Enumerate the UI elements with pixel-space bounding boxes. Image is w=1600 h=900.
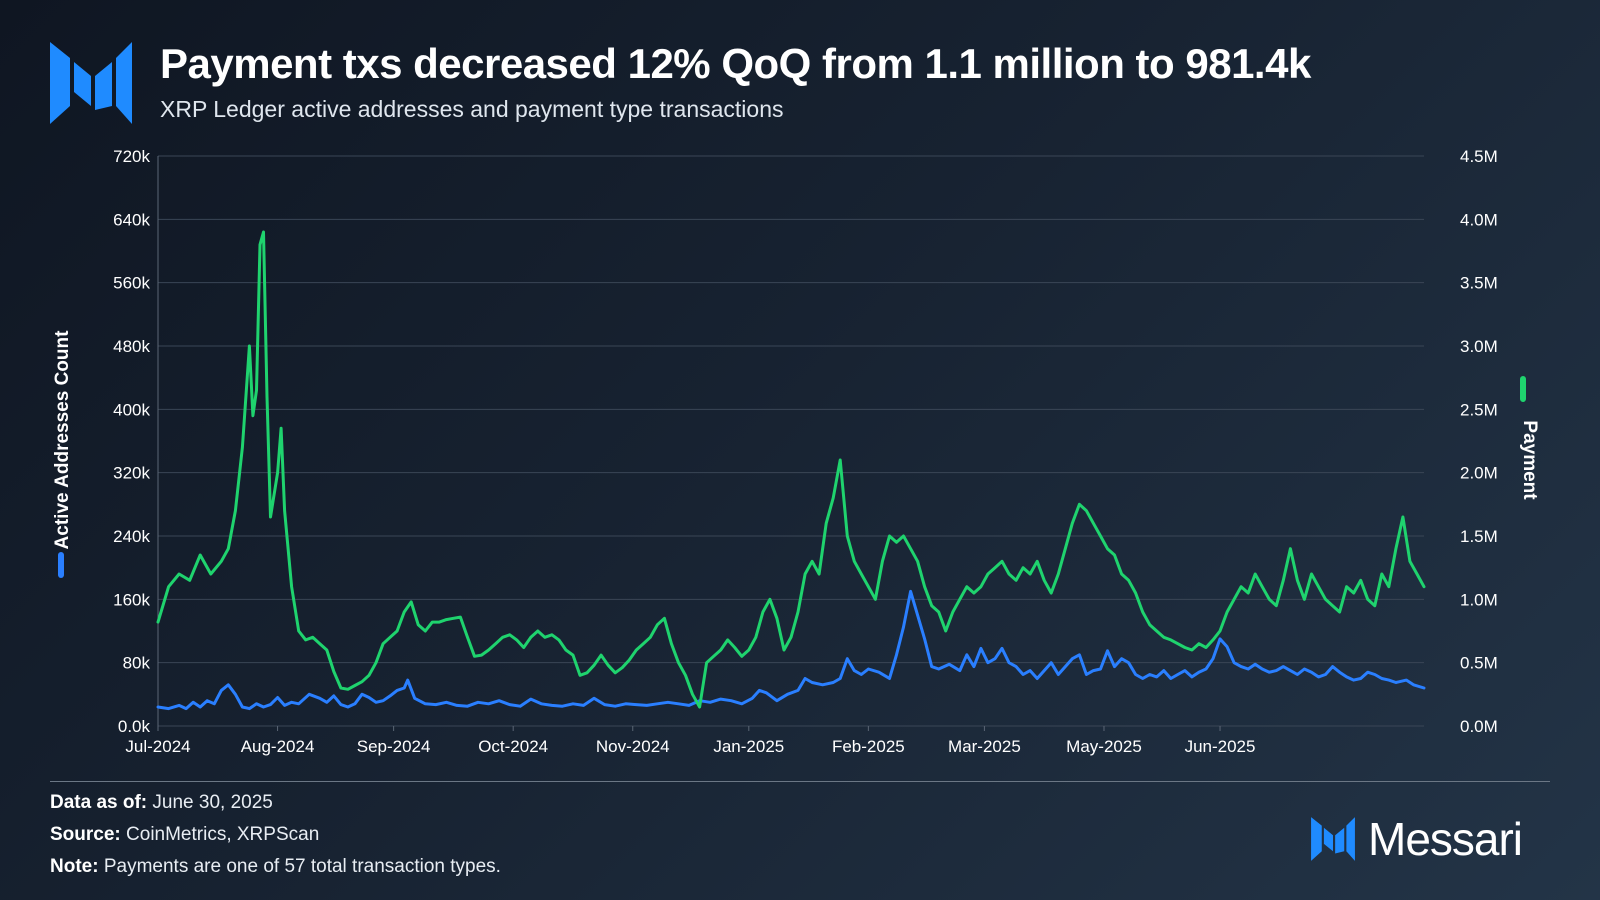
note-value: Payments are one of 57 total transaction… (103, 856, 501, 877)
source-value: CoinMetrics, XRPScan (126, 824, 320, 845)
x-tick-label: Aug-2024 (241, 737, 315, 756)
x-tick-label: Jan-2025 (713, 737, 784, 756)
data-as-of-value: June 30, 2025 (152, 792, 273, 813)
x-tick-label: Oct-2024 (478, 737, 548, 756)
source-label: Source: (50, 824, 121, 845)
right-tick-label: 0.0M (1460, 717, 1498, 736)
brand-logo: Messari (1310, 812, 1523, 866)
right-axis-title: Payment (1519, 420, 1540, 500)
messari-brand-icon (1311, 817, 1355, 861)
footer-divider (50, 781, 1550, 782)
left-axis-legend-swatch (58, 552, 64, 578)
series-line-payment (156, 230, 1426, 709)
right-tick-label: 1.0M (1460, 590, 1498, 609)
x-tick-label: Jul-2024 (125, 737, 190, 756)
x-tick-label: Sep-2024 (357, 737, 431, 756)
brand-name: Messari (1368, 813, 1523, 865)
note-line: Note: Payments are one of 57 total trans… (50, 856, 501, 878)
left-tick-label: 240k (113, 527, 150, 546)
right-tick-label: 4.0M (1460, 210, 1498, 229)
x-tick-label: Mar-2025 (948, 737, 1021, 756)
right-tick-label: 2.5M (1460, 400, 1498, 419)
left-tick-label: 720k (113, 147, 150, 166)
note-label: Note: (50, 856, 99, 877)
left-tick-label: 640k (113, 210, 150, 229)
right-tick-label: 3.5M (1460, 274, 1498, 293)
left-tick-label: 400k (113, 400, 150, 419)
right-tick-label: 4.5M (1460, 147, 1498, 166)
left-tick-label: 560k (113, 274, 150, 293)
chart-subtitle: XRP Ledger active addresses and payment … (160, 96, 784, 122)
right-axis-legend-swatch (1520, 376, 1526, 402)
right-tick-label: 1.5M (1460, 527, 1498, 546)
x-tick-label: Feb-2025 (832, 737, 905, 756)
left-tick-label: 480k (113, 337, 150, 356)
x-tick-label: Jun-2025 (1185, 737, 1256, 756)
x-tick-label: Nov-2024 (596, 737, 670, 756)
right-tick-label: 0.5M (1460, 654, 1498, 673)
left-tick-label: 320k (113, 464, 150, 483)
right-tick-label: 2.0M (1460, 464, 1498, 483)
chart-title: Payment txs decreased 12% QoQ from 1.1 m… (160, 40, 1311, 87)
data-as-of-label: Data as of: (50, 792, 148, 813)
left-tick-label: 0.0k (118, 717, 151, 736)
right-tick-label: 3.0M (1460, 337, 1498, 356)
left-tick-label: 80k (123, 654, 151, 673)
left-axis-title: Active Addresses Count (52, 330, 73, 550)
messari-logo-icon (50, 42, 132, 124)
x-tick-label: May-2025 (1066, 737, 1142, 756)
data-as-of: Data as of: June 30, 2025 (50, 792, 273, 814)
series-line-active-addresses-count (156, 589, 1426, 711)
left-tick-label: 160k (113, 590, 150, 609)
source-line: Source: CoinMetrics, XRPScan (50, 824, 319, 846)
